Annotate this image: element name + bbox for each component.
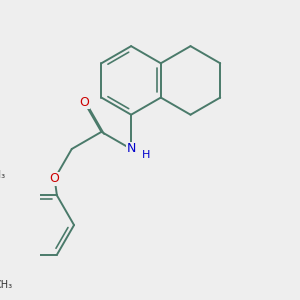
Text: O: O (50, 172, 59, 185)
Text: H: H (142, 150, 151, 160)
Text: CH₃: CH₃ (0, 170, 6, 180)
Text: N: N (126, 142, 136, 155)
Text: CH₃: CH₃ (0, 280, 13, 290)
Text: O: O (80, 96, 89, 109)
